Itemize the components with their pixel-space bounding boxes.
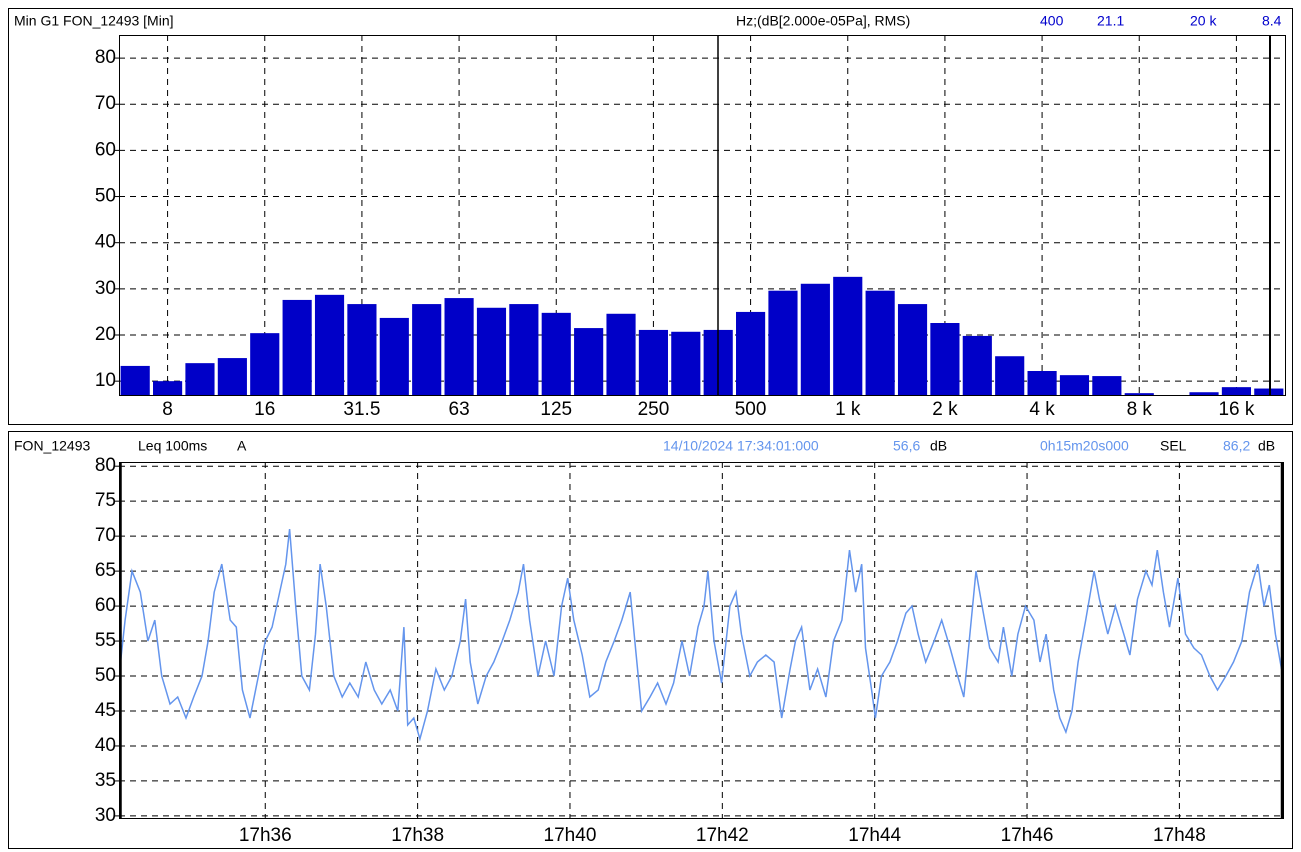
series-name: Leq 100ms — [138, 438, 207, 454]
y-tick-label: 30 — [95, 278, 116, 299]
panel-frame — [8, 8, 1293, 425]
bar — [509, 304, 539, 395]
x-tick-label: 8 — [162, 399, 173, 420]
panel-title: Min G1 FON_12493 [Min] — [14, 13, 174, 29]
bar — [217, 358, 247, 395]
bar — [250, 333, 280, 395]
weighting: A — [237, 438, 247, 454]
y-tick-label: 30 — [95, 805, 116, 826]
bar — [768, 290, 798, 395]
bar — [962, 335, 992, 395]
y-tick-label: 65 — [95, 560, 116, 581]
unit: dB — [1258, 438, 1275, 454]
bar — [574, 328, 604, 395]
cursor-label: 400 — [1040, 13, 1064, 29]
bar — [606, 313, 636, 395]
bar — [541, 312, 571, 395]
bar — [476, 307, 507, 395]
panel-frame — [8, 431, 1293, 849]
bar — [444, 298, 474, 395]
x-tick-label: 17h38 — [391, 825, 444, 846]
level: 56,6 — [893, 438, 920, 454]
bar — [185, 363, 215, 395]
y-tick-label: 80 — [95, 47, 116, 68]
bar — [1059, 375, 1090, 395]
plot-frame — [119, 35, 1286, 396]
y-tick-label: 35 — [95, 770, 116, 791]
x-tick-label: 63 — [449, 399, 470, 420]
x-tick-label: 17h36 — [239, 825, 292, 846]
series-line — [120, 529, 1283, 742]
bar — [930, 323, 960, 395]
x-tick-label: 16 — [254, 399, 275, 420]
duration: 0h15m20s000 — [1040, 438, 1129, 454]
cursor-label: 8.4 — [1262, 13, 1282, 29]
bar — [995, 356, 1025, 395]
start-time: 14/10/2024 17:34:01:000 — [663, 438, 819, 454]
y-tick-label: 50 — [95, 186, 116, 207]
x-tick-label: 17h40 — [544, 825, 597, 846]
bar — [833, 276, 863, 395]
x-tick-label: 2 k — [932, 399, 958, 420]
bar — [736, 311, 766, 395]
y-tick-label: 45 — [95, 700, 116, 721]
y-tick-label: 70 — [95, 525, 116, 546]
x-tick-label: 31.5 — [343, 399, 380, 420]
cursor-label: 21.1 — [1097, 13, 1124, 29]
bar — [865, 290, 895, 395]
bar — [1124, 393, 1154, 395]
bar — [1254, 388, 1284, 395]
plot-clip — [120, 529, 1283, 742]
y-tick-label: 80 — [95, 455, 116, 476]
y-tick-label: 50 — [95, 665, 116, 686]
x-tick-label: 500 — [735, 399, 767, 420]
y-tick-label: 60 — [95, 139, 116, 160]
x-tick-label: 16 k — [1218, 399, 1254, 420]
sel-value: 86,2 — [1223, 438, 1250, 454]
x-tick-label: 17h42 — [696, 825, 749, 846]
y-tick-label: 60 — [95, 595, 116, 616]
bar — [1221, 387, 1251, 395]
sel-label: SEL — [1160, 438, 1187, 454]
y-tick-label: 55 — [95, 630, 116, 651]
y-tick-label: 40 — [95, 735, 116, 756]
y-tick-label: 70 — [95, 93, 116, 114]
bar — [120, 365, 150, 395]
x-tick-label: 17h48 — [1153, 825, 1206, 846]
bar — [347, 304, 377, 395]
bar — [800, 283, 830, 395]
x-tick-label: 17h46 — [1001, 825, 1054, 846]
cursor-label: 20 k — [1190, 13, 1217, 29]
y-tick-label: 10 — [95, 370, 116, 391]
bar — [1027, 371, 1057, 395]
x-tick-label: 8 k — [1127, 399, 1153, 420]
bar — [314, 294, 345, 395]
bar — [153, 381, 183, 395]
bar — [897, 304, 928, 395]
panel-title: FON_12493 — [14, 438, 90, 454]
bar — [379, 317, 409, 395]
bar — [671, 331, 701, 395]
y-tick-label: 20 — [95, 324, 116, 345]
bar — [282, 299, 312, 395]
unit-label: Hz;(dB[2.000e-05Pa], RMS) — [736, 13, 910, 29]
x-tick-label: 17h44 — [848, 825, 901, 846]
x-tick-label: 125 — [540, 399, 572, 420]
bar — [1189, 392, 1219, 395]
bar — [638, 329, 668, 395]
y-tick-label: 40 — [95, 232, 116, 253]
bar — [412, 304, 442, 395]
bar — [1092, 376, 1122, 395]
y-tick-label: 75 — [95, 490, 116, 511]
x-tick-label: 1 k — [835, 399, 861, 420]
unit: dB — [930, 438, 947, 454]
x-tick-label: 4 k — [1029, 399, 1055, 420]
x-tick-label: 250 — [638, 399, 670, 420]
